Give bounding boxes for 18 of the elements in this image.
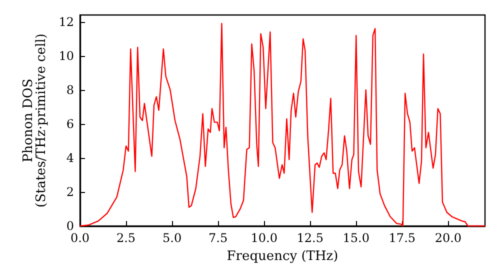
y-tick-label: 12 [58, 14, 74, 29]
x-tick-label: 17.5 [388, 231, 416, 245]
y-tick-label: 6 [66, 116, 74, 131]
x-tick-label: 5.0 [162, 231, 182, 245]
x-tick-label: 10.0 [250, 231, 278, 245]
x-tick-label: 2.5 [116, 231, 136, 245]
y-axis-title: Phonon DOS (States/THz·primitive cell) [20, 33, 49, 208]
y-tick-label: 10 [58, 48, 74, 63]
x-tick-label: 0.0 [70, 231, 90, 245]
x-axis-title: Frequency (THz) [226, 249, 338, 264]
y-tick-label: 0 [66, 219, 74, 233]
x-tick-label: 12.5 [296, 231, 324, 245]
x-tick-label: 20.0 [434, 231, 462, 245]
y-tick-label: 2 [66, 184, 74, 199]
x-tick-label: 15.0 [342, 231, 370, 245]
y-tick-label: 4 [66, 150, 74, 165]
y-tick-label: 8 [66, 82, 74, 97]
x-tick-label: 7.5 [208, 231, 228, 245]
